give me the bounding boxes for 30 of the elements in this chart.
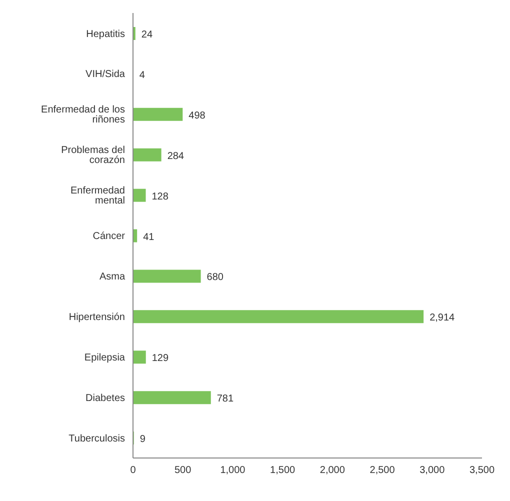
x-tick-label: 3,500: [469, 465, 495, 476]
data-label: 284: [167, 150, 184, 162]
data-label: 2,914: [430, 312, 456, 324]
x-tick-label: 2,500: [370, 465, 396, 476]
y-tick-label: Epilepsia: [84, 352, 126, 364]
data-label: 9: [140, 434, 146, 446]
y-tick-label: Asma: [99, 272, 126, 283]
x-tick-label: 0: [130, 465, 136, 476]
data-label: 498: [188, 110, 206, 122]
y-tick-label: Hepatitis: [86, 28, 125, 40]
data-label: 41: [143, 232, 155, 243]
y-tick-label: Cáncer: [92, 231, 126, 242]
y-tick-label: Tuberculosis: [68, 433, 125, 444]
x-tick-label: 500: [174, 465, 192, 476]
data-label: 129: [152, 353, 169, 364]
y-tick-label: Enfermedad de los riñones: [41, 104, 125, 126]
data-label: 781: [216, 394, 234, 405]
x-tick-label: 1,000: [220, 465, 246, 476]
x-tick-label: 1,500: [270, 465, 296, 476]
y-tick-label: VIH/Sida: [86, 69, 126, 80]
y-tick-label: Problemas del corazón: [61, 145, 125, 166]
x-tick-label: 2,000: [320, 465, 346, 476]
x-tick-label: 3,000: [420, 465, 446, 476]
data-label: 680: [206, 272, 224, 284]
y-tick-label: Diabetes: [86, 392, 125, 404]
data-label: 128: [152, 191, 169, 202]
y-tick-label: Hipertensión: [68, 312, 125, 323]
y-tick-label: Enfermedad mental: [70, 186, 125, 207]
data-label: 4: [139, 70, 146, 81]
data-label: 24: [141, 30, 153, 40]
